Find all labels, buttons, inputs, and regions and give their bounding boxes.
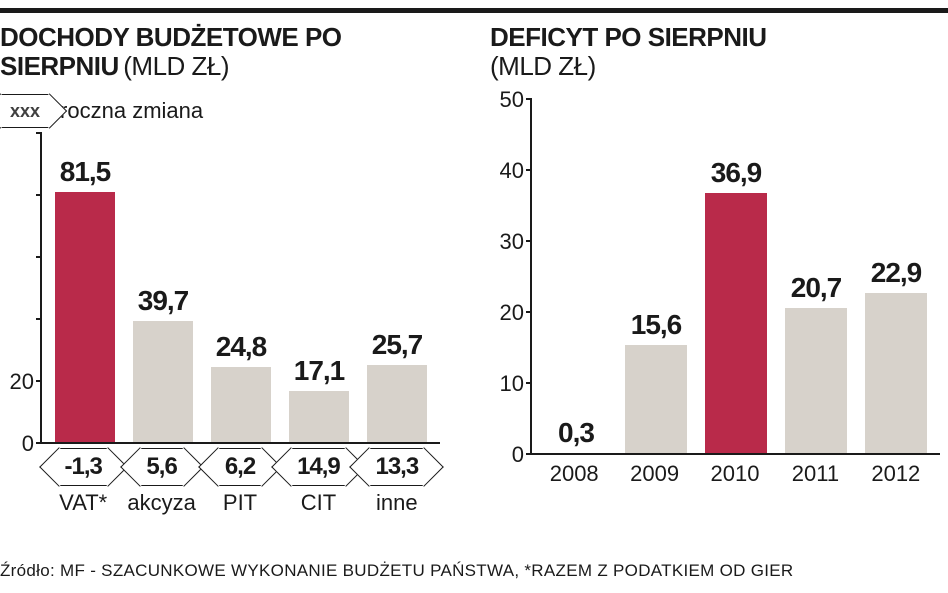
y-tick-label: 20 xyxy=(10,369,34,395)
bar-column: 36,9 xyxy=(696,100,776,455)
left-title-light: (MLD ZŁ) xyxy=(123,51,229,81)
category-label: VAT* xyxy=(44,490,122,516)
bar-rect xyxy=(785,308,847,455)
y-tick-label: 0 xyxy=(512,442,524,468)
bar-value-label: 36,9 xyxy=(711,157,762,189)
right-panel: DEFICYT PO SIERPNIU (MLD ZŁ) 01020304050… xyxy=(490,24,940,455)
right-title-light: (MLD ZŁ) xyxy=(490,51,596,81)
legend-hex-text: xxx xyxy=(10,101,40,122)
bar-value-label: 22,9 xyxy=(871,257,922,289)
change-value: 14,9 xyxy=(297,453,340,481)
change-cell: 13,3 xyxy=(358,448,436,486)
bar-column: 20,7 xyxy=(776,100,856,455)
bar-value-label: 15,6 xyxy=(631,309,682,341)
bar-column: 22,9 xyxy=(856,100,936,455)
bar-value-label: 20,7 xyxy=(791,272,842,304)
change-hex-badge: -1,3 xyxy=(59,448,108,486)
category-label: inne xyxy=(358,490,436,516)
left-plot: 81,5 39,7 24,8 17,1 25,7 xyxy=(40,134,440,444)
category-label: 2011 xyxy=(775,461,855,487)
change-value: -1,3 xyxy=(65,453,102,481)
change-value: 5,6 xyxy=(146,453,176,481)
y-tick-label: 30 xyxy=(500,229,524,255)
bar-value-label: 25,7 xyxy=(372,329,423,361)
right-y-axis: 01020304050 xyxy=(490,100,530,455)
right-title: DEFICYT PO SIERPNIU (MLD ZŁ) xyxy=(490,24,940,82)
bar-rect xyxy=(55,192,116,445)
top-rule xyxy=(0,8,948,13)
y-tick-label: 0 xyxy=(22,431,34,457)
bar-value-label: 39,7 xyxy=(138,285,189,317)
right-baseline xyxy=(532,453,940,455)
change-cell: 14,9 xyxy=(279,448,357,486)
bar-rect xyxy=(289,391,350,444)
left-baseline xyxy=(42,442,440,444)
legend-row: xxx roczna zmiana xyxy=(0,94,440,128)
bar-value-label: 17,1 xyxy=(294,355,345,387)
category-label: 2009 xyxy=(614,461,694,487)
source-text: Źródło: MF - SZACUNKOWE WYKONANIE BUDŻET… xyxy=(0,561,794,581)
left-category-labels: VAT*akcyzaPITCITinne xyxy=(40,490,440,516)
category-label: CIT xyxy=(279,490,357,516)
left-panel: DOCHODY BUDŻETOWE PO SIERPNIU (MLD ZŁ) x… xyxy=(0,24,440,444)
bar-column: 15,6 xyxy=(616,100,696,455)
left-y-axis: 020 xyxy=(0,134,40,444)
category-label: 2012 xyxy=(856,461,936,487)
bar-rect xyxy=(625,345,687,456)
right-category-labels: 20082009201020112012 xyxy=(530,461,940,487)
legend-hex-badge: xxx xyxy=(0,94,50,128)
bar-column: 17,1 xyxy=(280,134,358,444)
change-value: 13,3 xyxy=(375,453,418,481)
change-value: 6,2 xyxy=(225,453,255,481)
left-title: DOCHODY BUDŻETOWE PO SIERPNIU (MLD ZŁ) xyxy=(0,24,440,82)
legend-label: roczna zmiana xyxy=(60,98,203,124)
bar-rect xyxy=(865,293,927,456)
y-tick-label: 40 xyxy=(500,158,524,184)
bar-column: 24,8 xyxy=(202,134,280,444)
bar-column: 25,7 xyxy=(358,134,436,444)
change-hex-badge: 14,9 xyxy=(291,448,346,486)
left-chart: 020 81,5 39,7 24,8 17,1 25,7 xyxy=(0,134,440,444)
category-label: 2010 xyxy=(695,461,775,487)
change-hex-badge: 6,2 xyxy=(218,448,262,486)
category-label: PIT xyxy=(201,490,279,516)
bar-value-label: 24,8 xyxy=(216,331,267,363)
bar-column: 0,3 xyxy=(536,100,616,455)
change-hex-badge: 5,6 xyxy=(140,448,184,486)
change-cell: 6,2 xyxy=(201,448,279,486)
right-chart: 01020304050 0,315,636,920,722,9 xyxy=(490,100,940,455)
category-label: 2008 xyxy=(534,461,614,487)
bar-rect xyxy=(367,365,428,445)
right-title-bold: DEFICYT PO SIERPNIU xyxy=(490,22,767,52)
bar-column: 39,7 xyxy=(124,134,202,444)
left-change-row: -1,3 5,6 6,2 14,9 13,3 xyxy=(40,448,440,486)
bar-value-label: 81,5 xyxy=(60,156,111,188)
right-bars: 0,3 15,6 36,9 20,7 22,9 xyxy=(532,100,940,455)
left-bars: 81,5 39,7 24,8 17,1 25,7 xyxy=(42,134,440,444)
bar-column: 81,5 xyxy=(46,134,124,444)
y-tick-label: 50 xyxy=(500,87,524,113)
change-cell: 5,6 xyxy=(122,448,200,486)
bar-value-label: 0,3 xyxy=(558,417,594,449)
change-hex-badge: 13,3 xyxy=(369,448,424,486)
category-label: akcyza xyxy=(122,490,200,516)
bar-rect xyxy=(211,367,272,444)
y-tick-label: 20 xyxy=(500,300,524,326)
right-plot: 0,3 15,6 36,9 20,7 22,9 xyxy=(530,100,940,455)
bar-rect xyxy=(705,193,767,455)
change-cell: -1,3 xyxy=(44,448,122,486)
y-tick-label: 10 xyxy=(500,371,524,397)
bar-rect xyxy=(133,321,194,444)
